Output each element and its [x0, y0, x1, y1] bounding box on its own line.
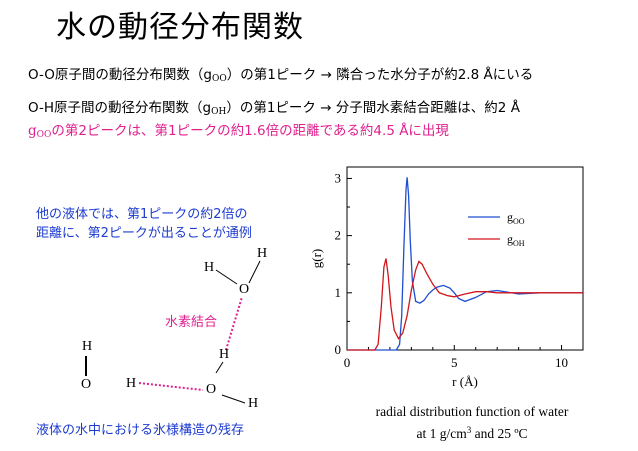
- statement-goo-second-peak: gOOの第2ピークは、第1ピークの約1.6倍の距離である約4.5 Åに出現: [28, 123, 449, 140]
- x-tick-label: 0: [344, 355, 351, 370]
- page-title: 水の動径分布関数: [56, 10, 304, 45]
- atom-h-center-up: H: [219, 347, 230, 362]
- atom-h-left-donor: H: [126, 376, 137, 391]
- atom-o-left: O: [81, 377, 92, 392]
- note-ice-like-structure: 液体の水中における氷様構造の残存: [36, 423, 245, 438]
- bond-center-oh-right: [221, 394, 246, 404]
- y-tick-label: 3: [335, 170, 342, 185]
- atom-o-top: O: [239, 282, 250, 297]
- atom-h-left-top: H: [82, 339, 93, 354]
- y-tick-label: 1: [335, 285, 342, 300]
- series-line-gOO: [347, 177, 583, 351]
- atom-h-top-right: H: [257, 246, 268, 261]
- y-tick-label: 2: [335, 228, 342, 243]
- bond-top-oh-left: [215, 269, 238, 285]
- atom-h-top-left: H: [204, 260, 215, 275]
- y-tick-label: 0: [335, 342, 342, 357]
- atom-h-center-right: H: [248, 396, 259, 411]
- legend-label-gOH: gOH: [507, 232, 525, 248]
- x-tick-label: 10: [555, 355, 568, 370]
- bond-top-oh-right: [248, 260, 261, 284]
- series-line-gOH: [347, 258, 583, 351]
- plot-frame: [346, 166, 584, 351]
- hbond-label: 水素結合: [165, 315, 218, 330]
- bond-center-oh-up: [215, 361, 224, 374]
- y-axis-label: g(r): [309, 249, 324, 269]
- x-axis-label: r (Å): [452, 374, 478, 389]
- statement-goo-first-peak: O-O原子間の動径分布関数（gOO）の第1ピーク → 隣合った水分子が約2.8 …: [28, 67, 534, 84]
- hbond-top: [225, 296, 243, 351]
- note-other-liquids: 他の液体では、第1ピークの約2倍の 距離に、第2ピークが出ることが通例: [36, 207, 252, 241]
- x-tick-label: 5: [451, 355, 458, 370]
- chart-caption: radial distribution function of water at…: [375, 404, 569, 441]
- hbond-bottom: [138, 382, 204, 391]
- atom-o-center: O: [206, 382, 217, 397]
- statement-goh-first-peak: O-H原子間の動径分布関数（gOH）の第1ピーク → 分子間水素結合距離は、約2…: [28, 100, 520, 117]
- legend-label-gOO: gOO: [507, 210, 525, 226]
